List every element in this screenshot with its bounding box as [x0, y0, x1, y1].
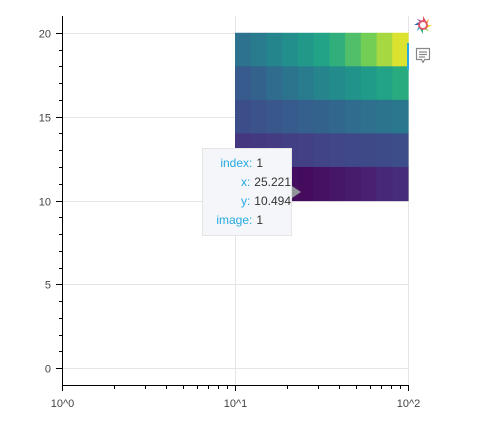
tooltip-row-x: x: 25.221: [203, 173, 291, 192]
hover-tooltip: index: 1 x: 25.221 y: 10.494 image: 1: [202, 148, 292, 236]
heatmap-cell[interactable]: [297, 99, 315, 135]
tooltip-value: 10.494: [254, 194, 291, 208]
heatmap-cell[interactable]: [313, 32, 330, 67]
tooltip-row-y: y: 10.494: [203, 192, 291, 211]
heatmap-cell[interactable]: [313, 133, 330, 168]
heatmap-cell[interactable]: [376, 166, 393, 202]
heatmap-cell[interactable]: [376, 99, 393, 135]
heatmap-cell[interactable]: [345, 66, 362, 101]
x-tick-label: 10^2: [397, 398, 421, 410]
x-tick-label: 10^1: [224, 398, 248, 410]
heatmap-cell[interactable]: [282, 66, 299, 101]
heatmap-cell[interactable]: [250, 66, 268, 101]
heatmap-cell[interactable]: [345, 166, 362, 202]
tooltip-key: x: [240, 175, 247, 189]
heatmap-cell[interactable]: [297, 166, 315, 202]
y-tick-label: 5: [45, 280, 51, 292]
y-tick-label: 10: [39, 197, 51, 209]
heatmap-cell[interactable]: [345, 99, 362, 135]
heatmap-cell[interactable]: [250, 32, 268, 67]
heatmap-cell[interactable]: [313, 166, 330, 202]
heatmap-cell[interactable]: [376, 133, 393, 168]
heatmap-cell[interactable]: [392, 32, 409, 67]
heatmap-cell[interactable]: [376, 66, 393, 101]
bokeh-logo-icon[interactable]: [413, 15, 433, 35]
heatmap-cell[interactable]: [392, 133, 409, 168]
tooltip-key: y: [240, 194, 247, 208]
y-tick-label: 15: [39, 113, 51, 125]
heatmap-cell[interactable]: [329, 99, 346, 135]
heatmap-cell[interactable]: [282, 99, 299, 135]
heatmap-cell[interactable]: [297, 66, 315, 101]
heatmap-cell[interactable]: [360, 66, 378, 101]
tooltip-row-index: index: 1: [203, 154, 291, 173]
heatmap-cell[interactable]: [313, 99, 330, 135]
heatmap-cell[interactable]: [235, 32, 252, 67]
y-tick-label: 0: [45, 364, 51, 376]
heatmap-cell[interactable]: [329, 32, 346, 67]
tooltip-key: image: [216, 213, 249, 227]
heatmap-cell[interactable]: [329, 133, 346, 168]
heatmap-cell[interactable]: [266, 66, 283, 101]
y-tick-label: 20: [39, 29, 51, 41]
heatmap-cell[interactable]: [266, 32, 283, 67]
heatmap-cell[interactable]: [297, 133, 315, 168]
heatmap-cell[interactable]: [360, 133, 378, 168]
tooltip-value: 1: [256, 213, 264, 227]
heatmap-cell[interactable]: [392, 66, 409, 101]
hover-tool-icon[interactable]: [415, 47, 431, 65]
axis-ticks: 0 5 10 15 20 10^0 10^1 10^2: [39, 29, 421, 411]
heatmap-cell[interactable]: [250, 99, 268, 135]
heatmap-cell[interactable]: [392, 166, 409, 202]
heatmap-cell[interactable]: [297, 32, 315, 67]
heatmap-cell[interactable]: [392, 99, 409, 135]
toolbar: [410, 14, 436, 74]
heatmap-cell[interactable]: [282, 32, 299, 67]
x-tick-label: 10^0: [51, 398, 75, 410]
tooltip-arrow: [292, 186, 301, 198]
heatmap-cell[interactable]: [235, 99, 252, 135]
active-tool-indicator: [407, 43, 409, 70]
heatmap-cell[interactable]: [360, 32, 378, 67]
heatmap-cell[interactable]: [360, 99, 378, 135]
tooltip-value: 1: [256, 156, 264, 170]
heatmap-cell[interactable]: [345, 133, 362, 168]
heatmap-cell[interactable]: [313, 66, 330, 101]
heatmap-cell[interactable]: [235, 66, 252, 101]
heatmap-cell[interactable]: [345, 32, 362, 67]
heatmap-cell[interactable]: [329, 66, 346, 101]
heatmap-cell[interactable]: [329, 166, 346, 202]
tooltip-value: 25.221: [254, 175, 291, 189]
tooltip-row-image: image: 1: [203, 211, 291, 230]
heatmap-cell[interactable]: [376, 32, 393, 67]
heatmap-cell[interactable]: [266, 99, 283, 135]
heatmap-cell[interactable]: [360, 166, 378, 202]
tooltip-key: index: [220, 156, 249, 170]
